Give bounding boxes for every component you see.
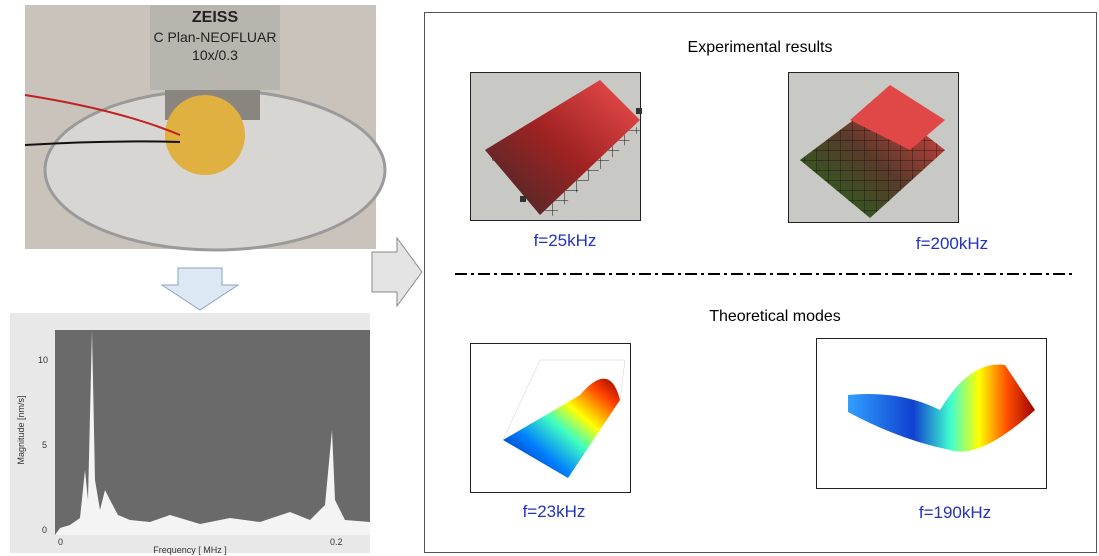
photo: ZEISS C Plan-NEOFLUAR 10x/0.3 [24, 5, 387, 252]
y-tick-label: 5 [42, 440, 47, 450]
marker [520, 196, 526, 202]
axes [502, 359, 626, 441]
piezo-disk [165, 95, 245, 175]
lens-text: 10x/0.3 [192, 47, 238, 63]
surface [485, 80, 640, 215]
y-axis-label: Magnitude [nm/s] [16, 395, 26, 464]
x-tick-label: 0 [58, 537, 63, 547]
lens-text: ZEISS [192, 9, 239, 26]
objective-body [150, 5, 280, 90]
down-arrow [160, 267, 240, 311]
section-title: Theoretical modes [709, 308, 841, 325]
surface [850, 85, 945, 150]
spectrum: 10 5 0 0 0.2 Frequency [ MHz ] Magnitude… [10, 313, 370, 555]
marker [636, 108, 642, 114]
surface [503, 378, 620, 478]
spectrum-trace [55, 330, 370, 535]
y-tick-label: 10 [38, 355, 48, 365]
lens-text: C Plan-NEOFLUAR [154, 29, 277, 45]
wire [24, 140, 181, 146]
x-axis-label: Frequency [ MHz ] [153, 545, 227, 555]
frequency-label: f=200kHz [916, 234, 988, 253]
wire [24, 94, 181, 136]
y-tick-label: 0 [42, 525, 47, 535]
section-title: Experimental results [688, 39, 833, 56]
x-tick-label: 0.2 [330, 537, 343, 547]
frequency-label: f=25kHz [534, 231, 597, 250]
frequency-label: f=23kHz [523, 502, 586, 521]
surface [848, 364, 1035, 452]
frequency-label: f=190kHz [919, 503, 991, 522]
results-panel: Experimental results f=25kHz f=200kHz Th… [424, 12, 1097, 553]
right-arrow [371, 236, 423, 308]
